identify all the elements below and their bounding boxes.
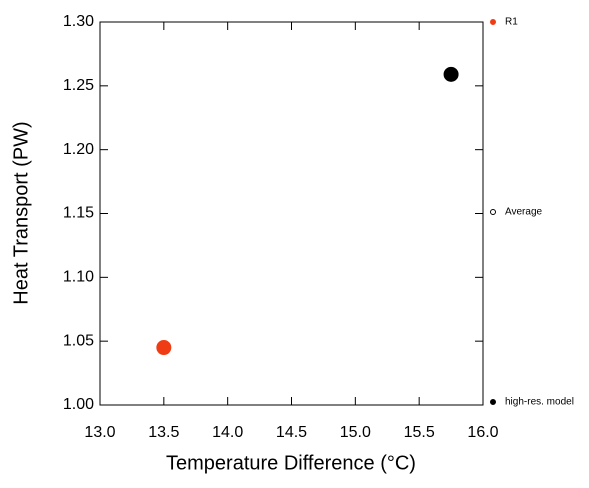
x-tick-label: 15.5 <box>404 424 435 441</box>
y-tick-label: 1.10 <box>63 269 94 286</box>
x-tick-label: 16.0 <box>467 424 498 441</box>
y-tick-label: 1.30 <box>63 13 94 30</box>
x-axis-title: Temperature Difference (°C) <box>166 452 416 474</box>
x-tick-label: 14.0 <box>212 424 243 441</box>
y-tick-label: 1.05 <box>63 332 94 349</box>
legend-marker <box>490 19 496 25</box>
y-tick-label: 1.20 <box>63 141 94 158</box>
x-tick-label: 15.0 <box>340 424 371 441</box>
legend-label: R1 <box>505 17 518 28</box>
x-tick-label: 13.0 <box>84 424 115 441</box>
legend-marker <box>490 209 496 215</box>
x-tick-label: 13.5 <box>148 424 179 441</box>
y-tick-label: 1.15 <box>63 205 94 222</box>
point <box>443 66 459 82</box>
x-tick-label: 14.5 <box>276 424 307 441</box>
legend-marker <box>490 399 496 405</box>
point <box>156 340 172 356</box>
y-tick-label: 1.25 <box>63 77 94 94</box>
y-tick-label: 1.00 <box>63 396 94 413</box>
legend-label: Average <box>505 207 543 218</box>
legend-label: high-res. model <box>505 397 574 408</box>
y-axis-title: Heat Transport (PW) <box>10 121 32 304</box>
